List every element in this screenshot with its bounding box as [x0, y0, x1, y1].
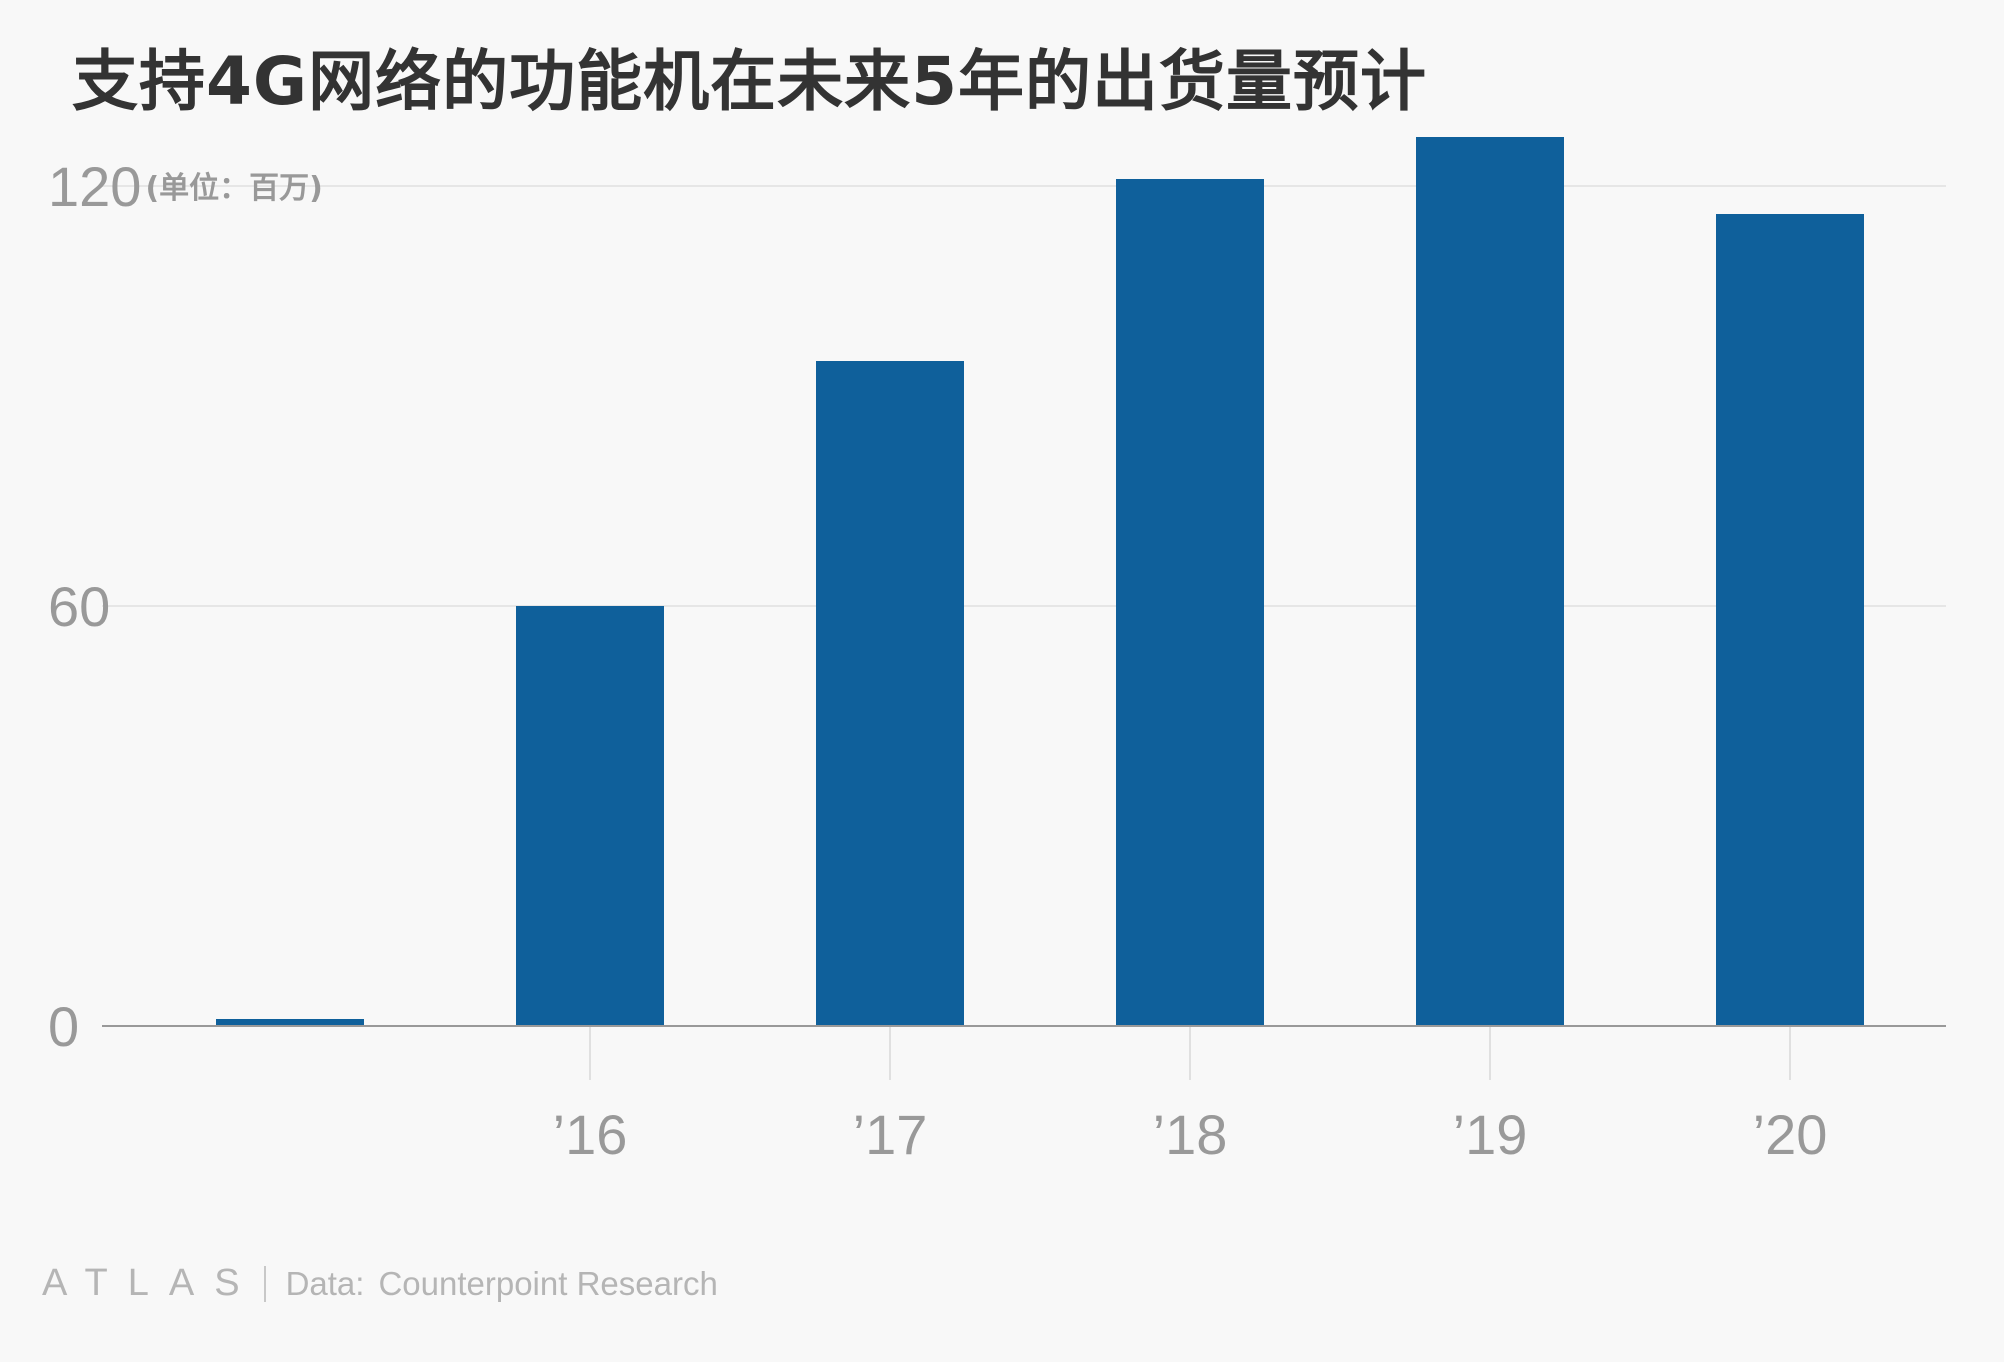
footer: ATLAS Data: Counterpoint Research	[42, 1262, 718, 1305]
bar	[516, 606, 664, 1026]
x-tick-label: ’18	[1153, 1103, 1228, 1166]
y-tick-labels: 0 60 120	[48, 155, 141, 1058]
x-tick-label: ’19	[1453, 1103, 1528, 1166]
y-tick-label: 120	[48, 155, 141, 218]
grid-lines	[102, 185, 1946, 607]
x-tick-label: ’20	[1753, 1103, 1828, 1166]
bar	[1116, 179, 1264, 1026]
y-tick-label: 60	[48, 575, 110, 638]
bar	[1716, 214, 1864, 1026]
atlas-logo: ATLAS	[42, 1262, 260, 1304]
bar	[816, 361, 964, 1026]
x-tick-labels: ’16 ’17 ’18 ’19 ’20	[553, 1103, 1828, 1166]
unit-label: (单位：百万)	[145, 171, 322, 206]
source-label: Data:	[285, 1264, 365, 1302]
bar	[1416, 137, 1564, 1026]
source-value: Counterpoint Research	[378, 1264, 718, 1302]
bars	[216, 137, 1864, 1026]
x-tick-label: ’17	[853, 1103, 928, 1166]
x-axis	[102, 1025, 1946, 1080]
bar	[216, 1019, 364, 1026]
chart-title: 支持4G网络的功能机在未来5年的出货量预计	[72, 43, 1428, 120]
y-tick-label: 0	[48, 995, 79, 1058]
x-tick-label: ’16	[553, 1103, 628, 1166]
footer-divider	[263, 1265, 266, 1302]
